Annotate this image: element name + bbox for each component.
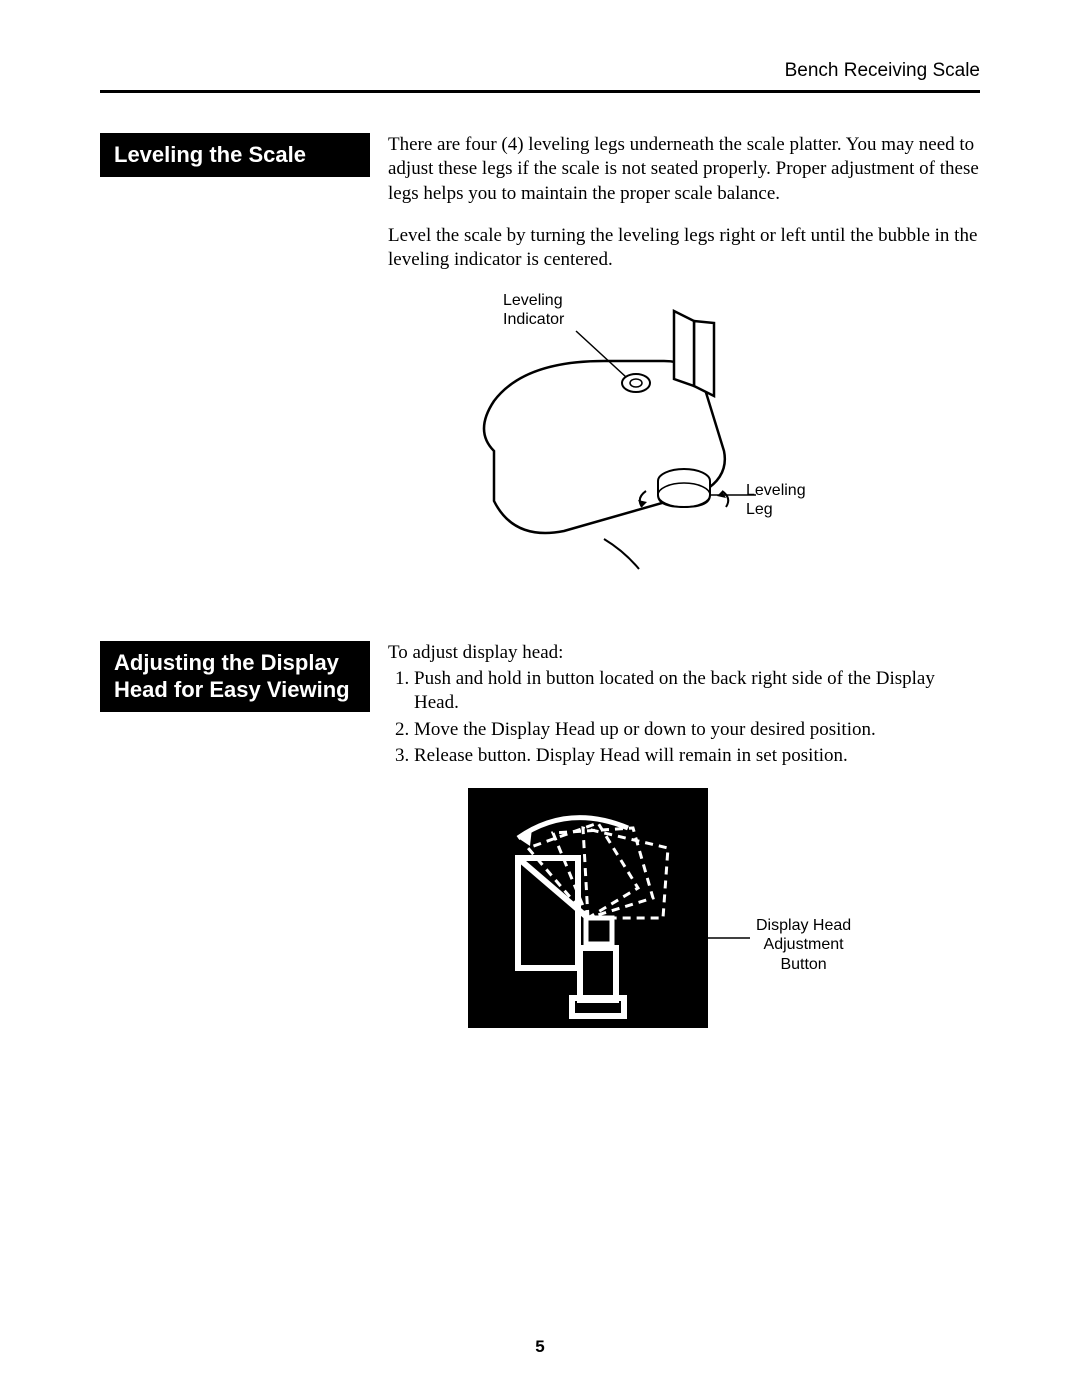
label-adjustment-button: Display Head Adjustment Button [756,916,851,974]
label-leveling-leg: Leveling Leg [746,481,806,519]
figure-leveling: Leveling Indicator Leveling Leg [388,291,980,571]
body-display-head: To adjust display head: Push and hold in… [370,641,980,1069]
body-leveling: There are four (4) leveling legs underne… [370,133,980,601]
section-leveling: Leveling the Scale There are four (4) le… [100,133,980,601]
intro-display-head: To adjust display head: [388,641,980,665]
page-number: 5 [0,1337,1080,1357]
header-title: Bench Receiving Scale [785,60,980,81]
page-header: Bench Receiving Scale [100,60,980,93]
step-2: Move the Display Head up or down to your… [414,718,980,742]
display-head-diagram-box [468,788,708,1028]
display-head-diagram [468,788,708,1028]
steps-display-head: Push and hold in button located on the b… [388,667,980,768]
label-leveling-indicator: Leveling Indicator [503,291,564,329]
leader-line-button [698,928,758,948]
heading-display-head: Adjusting the Display Head for Easy View… [100,641,370,712]
para-leveling-1: There are four (4) leveling legs underne… [388,133,980,206]
figure-display-head: Display Head Adjustment Button [388,788,980,1068]
step-3: Release button. Display Head will remain… [414,744,980,768]
leveling-diagram [388,291,980,571]
para-leveling-2: Level the scale by turning the leveling … [388,224,980,273]
step-1: Push and hold in button located on the b… [414,667,980,716]
section-display-head: Adjusting the Display Head for Easy View… [100,641,980,1069]
heading-leveling: Leveling the Scale [100,133,370,177]
